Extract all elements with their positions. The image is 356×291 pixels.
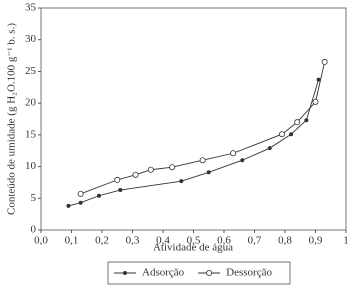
x-tick-label: 0,9 bbox=[309, 235, 323, 247]
data-point bbox=[77, 190, 84, 197]
x-axis-label: Atividade de água bbox=[153, 242, 233, 254]
data-point bbox=[278, 131, 285, 138]
x-tick-label: 0,1 bbox=[65, 235, 79, 247]
data-point bbox=[206, 170, 211, 175]
y-tick-label: 20 bbox=[25, 97, 37, 109]
y-tick-label: 0 bbox=[31, 224, 37, 236]
x-tick-label: 1 bbox=[343, 235, 349, 247]
data-point bbox=[267, 146, 272, 151]
legend-label: Adsorção bbox=[142, 267, 185, 279]
y-tick-label: 5 bbox=[31, 192, 37, 204]
data-point bbox=[289, 132, 294, 137]
series-line bbox=[68, 79, 319, 207]
data-point bbox=[132, 171, 139, 178]
data-point bbox=[147, 166, 154, 173]
legend-marker bbox=[206, 269, 213, 276]
x-tick-label: 0,5 bbox=[187, 235, 201, 247]
x-tick-label: 0,0 bbox=[34, 235, 48, 247]
y-tick-label: 25 bbox=[25, 65, 37, 77]
data-point bbox=[321, 58, 328, 65]
legend-label: Dessorção bbox=[226, 267, 272, 279]
x-tick-label: 0,6 bbox=[217, 235, 231, 247]
data-point bbox=[316, 77, 321, 82]
data-point bbox=[199, 157, 206, 164]
y-tick-label: 30 bbox=[25, 33, 37, 45]
data-point bbox=[96, 193, 101, 198]
x-tick-label: 0,8 bbox=[278, 235, 292, 247]
data-point bbox=[230, 150, 237, 157]
legend-marker bbox=[123, 270, 128, 275]
y-axis-label: Conteúdo de umidade (g H₂O.100 g⁻¹ b. s.… bbox=[6, 23, 18, 215]
data-point bbox=[114, 176, 121, 183]
data-point bbox=[78, 200, 83, 205]
y-tick-label: 15 bbox=[25, 128, 37, 140]
y-tick-label: 35 bbox=[25, 2, 37, 14]
data-point bbox=[169, 164, 176, 171]
data-point bbox=[66, 203, 71, 208]
data-point bbox=[179, 179, 184, 184]
data-point bbox=[304, 118, 309, 123]
data-point bbox=[118, 188, 123, 193]
x-tick-label: 0,7 bbox=[248, 235, 262, 247]
x-tick-label: 0,4 bbox=[156, 235, 170, 247]
y-tick-label: 10 bbox=[25, 160, 37, 172]
data-point bbox=[312, 98, 319, 105]
data-point bbox=[294, 119, 301, 126]
x-tick-label: 0,3 bbox=[126, 235, 140, 247]
x-tick-label: 0,2 bbox=[95, 235, 109, 247]
data-point bbox=[240, 158, 245, 163]
